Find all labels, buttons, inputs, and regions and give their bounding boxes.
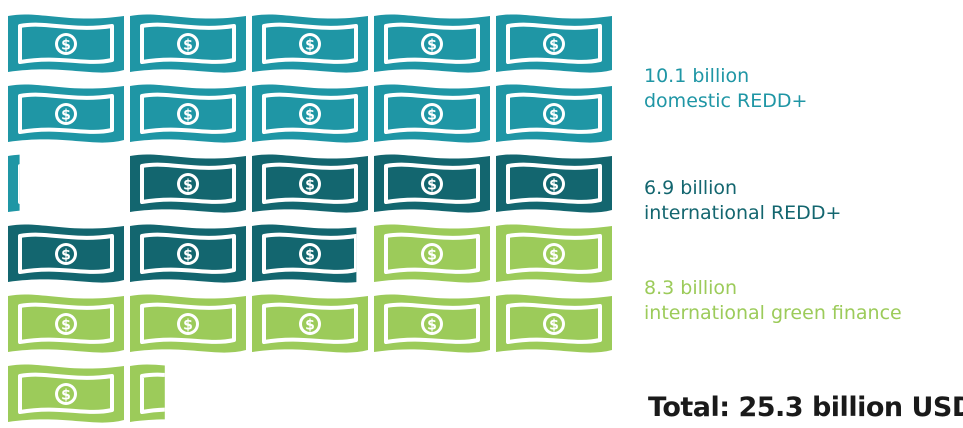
- svg-text:$: $: [61, 38, 71, 54]
- legend-entry-domestic-redd: 10.1 billion domestic REDD+: [644, 64, 959, 114]
- svg-text:$: $: [183, 38, 193, 54]
- dollar-bill-icon: $: [252, 14, 368, 73]
- svg-text:$: $: [427, 38, 437, 54]
- dollar-bill-icon: $: [130, 14, 246, 73]
- dollar-bill-icon: $: [130, 294, 246, 353]
- dollar-bill-icon: $: [496, 224, 612, 283]
- svg-text:$: $: [305, 38, 315, 54]
- dollar-bill-icon: $: [8, 14, 124, 73]
- svg-text:$: $: [549, 178, 559, 194]
- svg-text:$: $: [549, 318, 559, 334]
- dollar-bill-icon: $: [8, 154, 71, 212]
- dollar-bill-icon: $: [8, 364, 124, 423]
- svg-text:$: $: [183, 388, 193, 404]
- legend-entry-international-green-finance: 8.3 billion international green finance: [644, 276, 959, 326]
- legend-label-international-redd: international REDD+: [644, 202, 842, 224]
- dollar-bill-icon: $: [8, 294, 124, 353]
- svg-text:$: $: [183, 108, 193, 124]
- legend-label-international-green-finance: international green finance: [644, 302, 902, 324]
- dollar-bill-icon: $: [252, 224, 357, 283]
- legend-entry-international-redd: 6.9 billion international REDD+: [644, 176, 959, 226]
- svg-text:$: $: [549, 248, 559, 264]
- svg-text:$: $: [183, 248, 193, 264]
- dollar-bill-icon: $: [496, 294, 612, 353]
- total-label: Total: 25.3 billion USD: [648, 392, 963, 423]
- legend-value-international-redd: 6.9 billion: [644, 177, 738, 199]
- dollar-bill-icon: $: [374, 84, 490, 143]
- dollar-bill-icon: $: [130, 154, 246, 213]
- dollar-bill-icon: $: [374, 154, 490, 213]
- dollar-bill-icon: $: [252, 84, 368, 143]
- svg-text:$: $: [61, 388, 71, 404]
- svg-text:$: $: [427, 248, 437, 264]
- svg-text:$: $: [427, 178, 437, 194]
- dollar-bill-icon: $: [374, 14, 490, 73]
- pictogram-chart: $ $ $ $ $ $ $ $ $ $ $ $ $ $ $ $ $ $ $ $ $ $ $ $ $ $ $: [8, 14, 612, 423]
- dollar-bill-icon: $: [8, 84, 124, 143]
- dollar-bill-icon: $: [130, 364, 193, 422]
- svg-text:$: $: [549, 38, 559, 54]
- svg-text:$: $: [183, 318, 193, 334]
- dollar-bill-icon: $: [374, 224, 490, 283]
- svg-text:$: $: [61, 178, 71, 194]
- dollar-bill-icon: $: [8, 224, 124, 283]
- svg-text:$: $: [427, 108, 437, 124]
- svg-text:$: $: [549, 108, 559, 124]
- svg-text:$: $: [305, 318, 315, 334]
- svg-text:$: $: [61, 248, 71, 264]
- svg-text:$: $: [305, 178, 315, 194]
- legend-label-domestic-redd: domestic REDD+: [644, 90, 808, 112]
- svg-text:$: $: [305, 248, 315, 264]
- svg-text:$: $: [427, 318, 437, 334]
- dollar-bill-icon: $: [130, 84, 246, 143]
- legend-value-international-green-finance: 8.3 billion: [644, 277, 738, 299]
- dollar-bill-icon: $: [496, 154, 612, 213]
- dollar-bill-icon: $: [496, 14, 612, 73]
- dollar-bill-icon: $: [374, 294, 490, 353]
- dollar-bill-icon: $: [130, 224, 246, 283]
- dollar-bill-icon: $: [252, 294, 368, 353]
- svg-text:$: $: [305, 108, 315, 124]
- legend-value-domestic-redd: 10.1 billion: [644, 65, 750, 87]
- svg-text:$: $: [61, 318, 71, 334]
- svg-text:$: $: [61, 108, 71, 124]
- dollar-bill-icon: $: [252, 154, 368, 213]
- dollar-bill-icon: $: [496, 84, 612, 143]
- svg-text:$: $: [183, 178, 193, 194]
